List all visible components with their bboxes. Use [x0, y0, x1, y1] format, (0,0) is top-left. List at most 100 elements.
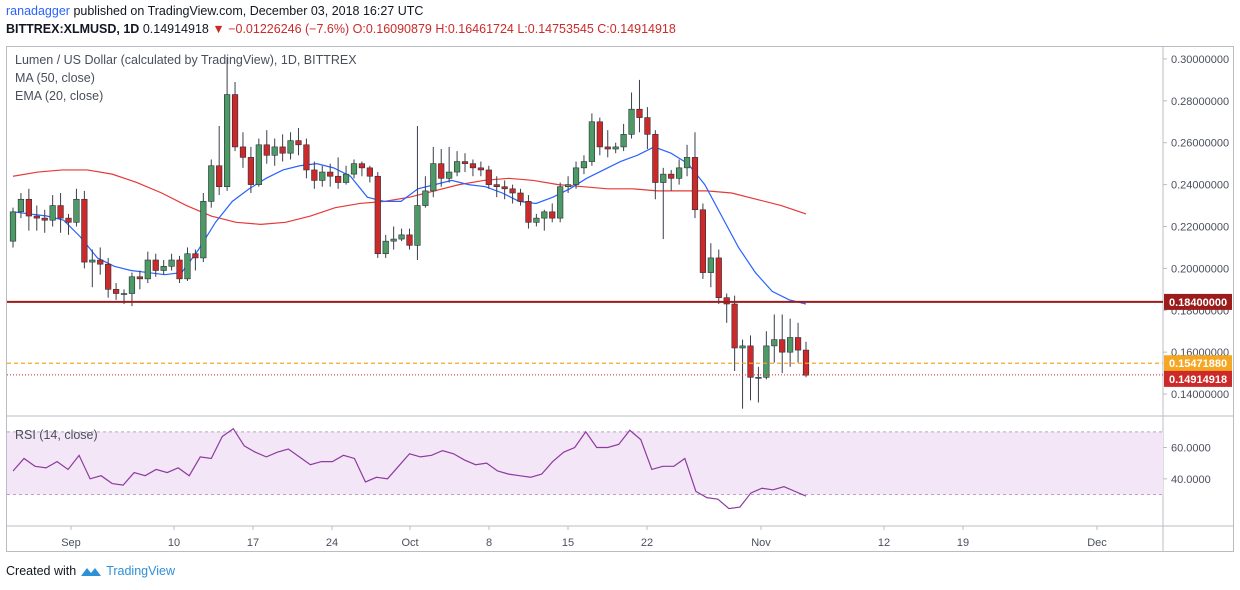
- candle-body: [9, 211, 17, 242]
- candle-body: [493, 184, 500, 188]
- candle: [128, 272, 136, 307]
- last-price: 0.14914918: [142, 22, 209, 36]
- hline-price-label: 0.18400000: [1169, 297, 1227, 309]
- candle: [382, 234, 389, 258]
- candle: [398, 228, 405, 242]
- candle-body: [97, 259, 104, 265]
- tradingview-link[interactable]: TradingView: [106, 564, 175, 578]
- candle: [541, 209, 548, 231]
- candle: [557, 182, 564, 223]
- candle: [208, 159, 215, 208]
- candle: [596, 117, 603, 156]
- symbol-header: BITTREX:XLMUSD, 1D 0.14914918 ▼ −0.01226…: [6, 22, 676, 36]
- candle-body: [771, 339, 778, 347]
- candle-body: [239, 146, 247, 158]
- candle: [358, 161, 366, 177]
- candle: [715, 249, 722, 304]
- candle: [216, 125, 223, 196]
- candle-body: [620, 134, 627, 148]
- price-tick-label: 0.22000000: [1171, 222, 1229, 234]
- time-tick-label: 24: [326, 537, 338, 549]
- candle: [683, 144, 691, 177]
- candle-body: [112, 289, 120, 294]
- candle: [779, 314, 786, 374]
- candle: [612, 142, 619, 154]
- candle-body: [580, 161, 588, 169]
- candle: [787, 318, 794, 367]
- candle: [723, 293, 730, 323]
- candle: [731, 295, 738, 372]
- candle-body: [422, 190, 429, 206]
- candle-body: [366, 167, 373, 177]
- candle-body: [699, 209, 707, 273]
- candle: [469, 159, 477, 177]
- candle-body: [295, 140, 302, 146]
- candle-body: [525, 201, 532, 223]
- candle-body: [438, 163, 445, 179]
- candle: [652, 130, 659, 200]
- time-tick-label: 17: [247, 537, 259, 549]
- rsi-band: [7, 431, 1163, 495]
- candle: [184, 247, 191, 281]
- candle-body: [247, 157, 255, 185]
- candle-body: [200, 201, 207, 259]
- candle: [588, 113, 595, 166]
- candle: [390, 226, 397, 250]
- candle-body: [390, 238, 397, 242]
- created-with-text: Created with: [6, 564, 77, 578]
- candle-body: [152, 259, 159, 271]
- chart-frame[interactable]: [6, 46, 1234, 552]
- candle: [430, 146, 437, 198]
- price-tick-label: 0.30000000: [1171, 54, 1229, 66]
- candle: [763, 331, 770, 380]
- candle: [303, 138, 310, 179]
- price-tick-label: 0.20000000: [1171, 263, 1229, 275]
- change-value: ▼ −0.01226246 (−7.6%): [212, 22, 350, 36]
- candle: [350, 159, 358, 179]
- candle-body: [564, 184, 572, 188]
- candle: [453, 151, 461, 177]
- symbol-name[interactable]: BITTREX:XLMUSD, 1D: [6, 22, 140, 36]
- candle-body: [668, 173, 675, 179]
- candle: [295, 128, 302, 156]
- candle-body: [327, 171, 334, 177]
- publisher-link[interactable]: ranadagger: [6, 4, 70, 18]
- candle-body: [715, 257, 722, 299]
- candle-body: [549, 211, 556, 219]
- candle-body: [414, 205, 421, 246]
- candle-body: [557, 186, 564, 219]
- candle-body: [255, 144, 262, 185]
- candle-body: [739, 345, 746, 349]
- publish-header: ranadagger published on TradingView.com,…: [6, 4, 423, 18]
- candle-body: [517, 192, 524, 202]
- candle: [231, 81, 239, 152]
- time-tick-label: 10: [168, 537, 180, 549]
- candle-body: [707, 257, 714, 273]
- candle: [580, 155, 588, 175]
- candle: [73, 188, 80, 227]
- candle-body: [41, 217, 48, 221]
- candle: [802, 341, 810, 378]
- candle-body: [660, 173, 667, 183]
- candle: [771, 314, 778, 363]
- candle-body: [469, 163, 477, 169]
- candle-body: [398, 234, 405, 240]
- candle-body: [287, 140, 294, 154]
- candle: [192, 249, 199, 271]
- time-tick-label: Sep: [61, 537, 81, 549]
- candle-body: [120, 293, 128, 295]
- chart-title: Lumen / US Dollar (calculated by Trading…: [15, 53, 357, 67]
- ohlc-values: O:0.16090879 H:0.16461724 L:0.14753545 C…: [352, 22, 676, 36]
- last-price-label-bg: [1164, 370, 1232, 387]
- time-tick-label: Oct: [401, 537, 418, 549]
- last-price-label: 0.14914918: [1169, 374, 1227, 386]
- candle-body: [208, 165, 215, 202]
- candle: [255, 138, 262, 187]
- candle: [25, 188, 32, 231]
- candle: [335, 157, 342, 189]
- candle: [517, 188, 524, 206]
- candle-body: [676, 167, 683, 179]
- candle: [65, 213, 72, 235]
- candle: [501, 180, 508, 200]
